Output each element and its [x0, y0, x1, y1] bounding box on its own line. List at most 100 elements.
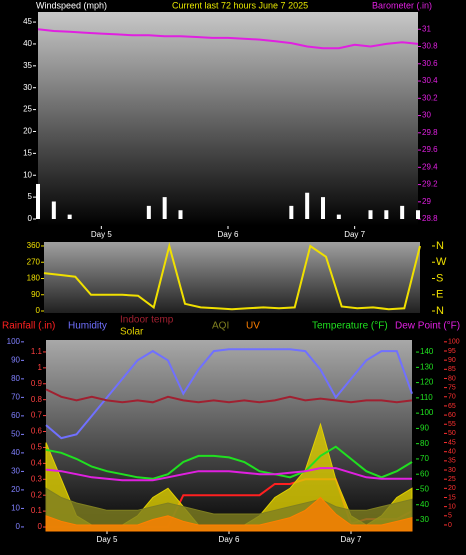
- line: [45, 348, 413, 440]
- y-tick-label: 10: [11, 504, 20, 513]
- y2-tick-label: 30.4: [422, 76, 438, 85]
- y-tick-label: 90: [11, 355, 20, 364]
- y3-tick-label: 0.8: [31, 395, 43, 404]
- legend-entry: Dew Point (°F): [395, 321, 460, 332]
- y2-tick-label: 31: [422, 24, 431, 33]
- y4-tick-label: 85: [448, 366, 456, 373]
- legend-entry: Solar: [120, 327, 144, 338]
- y4-tick-label: 0: [448, 522, 452, 529]
- y3-tick-label: 0.5: [31, 443, 43, 452]
- y2-tick-label: N: [436, 240, 444, 252]
- y-tick-label: 5: [28, 192, 33, 201]
- y2-tick-label: E: [436, 289, 443, 301]
- x-tick-label: Day 6: [218, 230, 239, 239]
- y3-tick-label: 1: [38, 363, 43, 372]
- panel-direction: [44, 242, 420, 313]
- y4-tick-label: 35: [448, 458, 456, 465]
- y2-tick-label: 29: [422, 197, 431, 206]
- y2-tick-label: 30.6: [422, 59, 438, 68]
- y3-tick-label: 1.1: [31, 347, 43, 356]
- y-tick-label: 10: [23, 170, 32, 179]
- y4-tick-label: 5: [448, 513, 452, 520]
- y3-tick-label: 0.3: [31, 474, 43, 483]
- bar: [289, 205, 294, 219]
- legend-entry: AQI: [212, 321, 229, 332]
- y2-tick-label: 100: [420, 408, 434, 417]
- bar: [162, 197, 167, 219]
- y4-tick-label: 55: [448, 421, 456, 428]
- y2-tick-label: 40: [420, 500, 429, 509]
- y-tick-label: 100: [7, 337, 21, 346]
- bar: [178, 210, 183, 219]
- bar: [305, 192, 310, 219]
- y2-tick-label: 50: [420, 485, 429, 494]
- line: [45, 445, 413, 480]
- y-tick-label: 0: [16, 522, 21, 531]
- y2-tick-label: 120: [420, 378, 434, 387]
- y4-tick-label: 65: [448, 403, 456, 410]
- y3-tick-label: 0.6: [31, 427, 43, 436]
- y2-tick-label: 60: [420, 469, 429, 478]
- y2-tick-label: N: [436, 305, 444, 317]
- y-tick-label: 40: [11, 448, 20, 457]
- y4-tick-label: 95: [448, 348, 456, 355]
- y2-tick-label: 30.8: [422, 42, 438, 51]
- y2-tick-label: S: [436, 272, 443, 284]
- y2-tick-label: 90: [420, 424, 429, 433]
- y2-tick-label: 30: [420, 515, 429, 524]
- panel-wind: [38, 12, 418, 226]
- x-tick-label: Day 7: [341, 535, 362, 544]
- y2-tick-label: 30.2: [422, 93, 438, 102]
- y2-tick-label: 130: [420, 362, 434, 371]
- y4-tick-label: 25: [448, 476, 456, 483]
- y-tick-label: 80: [11, 374, 20, 383]
- y-tick-label: 90: [31, 290, 40, 299]
- y4-tick-label: 30: [448, 467, 456, 474]
- y2-label: Barometer (.in): [372, 0, 432, 10]
- y-tick-label: 20: [23, 127, 32, 136]
- y3-tick-label: 0.9: [31, 379, 43, 388]
- y-tick-label: 360: [27, 241, 41, 250]
- chart-title: Current last 72 hours June 7 2025: [172, 0, 308, 10]
- y-tick-label: 270: [27, 257, 41, 266]
- legend-entry: Temperature (°F): [312, 321, 388, 332]
- line: [43, 242, 421, 311]
- y4-tick-label: 50: [448, 430, 456, 437]
- y2-tick-label: 29.8: [422, 128, 438, 137]
- x-tick-label: Day 6: [219, 535, 240, 544]
- y-tick-label: 0: [36, 306, 41, 315]
- area: [45, 496, 413, 532]
- y4-tick-label: 10: [448, 503, 456, 510]
- y4-tick-label: 100: [448, 339, 460, 346]
- y2-tick-label: 140: [420, 347, 434, 356]
- y2-tick-label: 110: [420, 393, 433, 402]
- y-tick-label: 180: [27, 274, 41, 283]
- y4-tick-label: 70: [448, 394, 456, 401]
- y4-tick-label: 75: [448, 384, 456, 391]
- y-tick-label: 40: [23, 39, 32, 48]
- bar: [400, 205, 405, 219]
- legend-entry: Rainfall (.in): [2, 321, 55, 332]
- bar: [368, 210, 373, 219]
- legend-entry: Humidity: [68, 321, 107, 332]
- y2-tick-label: 30: [422, 111, 431, 120]
- y-tick-label: 50: [11, 429, 20, 438]
- panel-temperature: [46, 340, 412, 531]
- y4-tick-label: 20: [448, 485, 456, 492]
- y2-tick-label: 80: [420, 439, 429, 448]
- line: [45, 388, 413, 404]
- y4-tick-label: 60: [448, 412, 456, 419]
- bar: [336, 214, 341, 219]
- bar: [67, 214, 72, 219]
- y-tick-label: 35: [23, 61, 32, 70]
- bar: [146, 205, 151, 219]
- y-tick-label: 20: [11, 485, 20, 494]
- y3-tick-label: 0.2: [31, 490, 43, 499]
- bar: [384, 210, 389, 219]
- y-tick-label: 30: [23, 83, 32, 92]
- y2-tick-label: 29.6: [422, 145, 438, 154]
- y-tick-label: 30: [11, 467, 20, 476]
- y3-tick-label: 0.7: [31, 411, 43, 420]
- y3-tick-label: 0.1: [31, 506, 43, 515]
